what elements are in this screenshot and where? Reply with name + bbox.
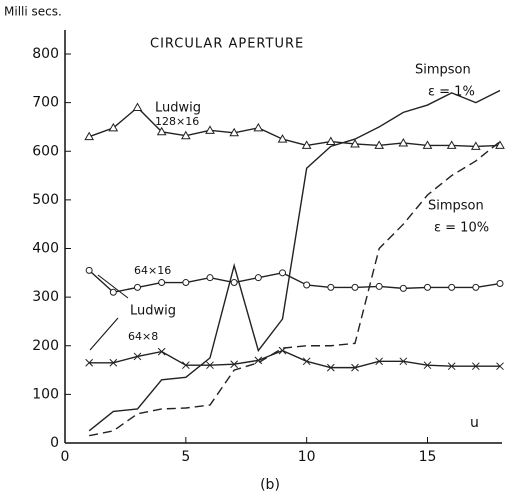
y-tick-label: 0 (50, 435, 59, 451)
series-line (88, 106, 501, 148)
x-tick-label: 10 (298, 449, 316, 465)
marker (156, 126, 167, 136)
marker (447, 362, 456, 371)
series-line (88, 89, 501, 432)
annotation: ε = 10% (434, 221, 489, 236)
annotation: Ludwig (155, 101, 201, 116)
annotation: Ludwig (130, 304, 176, 319)
marker (496, 362, 504, 371)
marker (133, 352, 142, 361)
marker (399, 357, 408, 366)
x-tick-label: 15 (419, 449, 437, 465)
marker (326, 363, 335, 372)
y-tick-label: 500 (32, 192, 59, 208)
marker (230, 360, 239, 369)
marker (134, 283, 141, 291)
y-tick-label: 300 (32, 289, 59, 305)
y-tick-label: 600 (32, 143, 59, 159)
arrow (89, 317, 119, 351)
y-tick-label: 700 (32, 95, 59, 111)
annotation: ε = 1% (428, 85, 475, 100)
marker (229, 127, 240, 137)
x-tick-label: 0 (61, 449, 70, 465)
marker (399, 284, 407, 292)
marker (375, 357, 384, 366)
marker (206, 274, 214, 282)
chart-title: CIRCULAR APERTURE (150, 37, 304, 52)
annotation: 64×16 (134, 264, 171, 277)
marker (350, 138, 360, 148)
marker (85, 358, 94, 367)
marker (424, 283, 431, 291)
marker (132, 102, 143, 111)
marker (85, 266, 93, 274)
marker (472, 283, 480, 291)
annotation: 128×16 (155, 115, 199, 128)
marker (109, 358, 118, 367)
marker (302, 357, 311, 366)
y-tick-label: 800 (32, 46, 59, 62)
marker (206, 361, 214, 370)
marker (182, 279, 190, 287)
marker (84, 131, 95, 141)
series-line (89, 140, 501, 437)
marker (254, 274, 262, 282)
marker (446, 140, 457, 149)
marker (109, 288, 117, 296)
marker (180, 130, 191, 140)
marker (351, 363, 359, 372)
marker (277, 134, 288, 143)
marker (230, 279, 238, 287)
marker (181, 361, 190, 370)
arrow (97, 274, 129, 299)
marker (327, 283, 335, 291)
marker (253, 122, 264, 132)
series-line (89, 349, 500, 369)
annotation: 64×8 (128, 330, 158, 343)
marker (279, 269, 286, 277)
marker (374, 140, 385, 149)
marker (205, 125, 215, 134)
x-axis-label: u (470, 415, 479, 431)
marker (301, 140, 312, 149)
marker (398, 137, 409, 147)
marker (422, 140, 433, 149)
marker (423, 361, 432, 370)
marker (448, 283, 456, 291)
marker (108, 122, 119, 132)
marker (375, 282, 383, 290)
marker (157, 347, 166, 356)
y-tick-label: 200 (32, 338, 59, 354)
marker (496, 280, 504, 288)
annotation: Simpson (428, 199, 484, 214)
marker (495, 140, 505, 149)
marker (471, 362, 480, 371)
x-tick-label: 5 (181, 449, 190, 465)
annotation: Simpson (415, 63, 471, 78)
y-tick-label: 400 (32, 241, 59, 257)
marker (303, 281, 311, 289)
y-axis-label: Milli secs. (4, 5, 62, 19)
marker (470, 141, 481, 150)
caption: (b) (260, 477, 280, 493)
y-tick-label: 100 (32, 386, 59, 402)
marker (325, 136, 336, 146)
marker (254, 356, 263, 365)
series-line (88, 269, 501, 294)
marker (158, 279, 166, 287)
marker (351, 283, 359, 291)
